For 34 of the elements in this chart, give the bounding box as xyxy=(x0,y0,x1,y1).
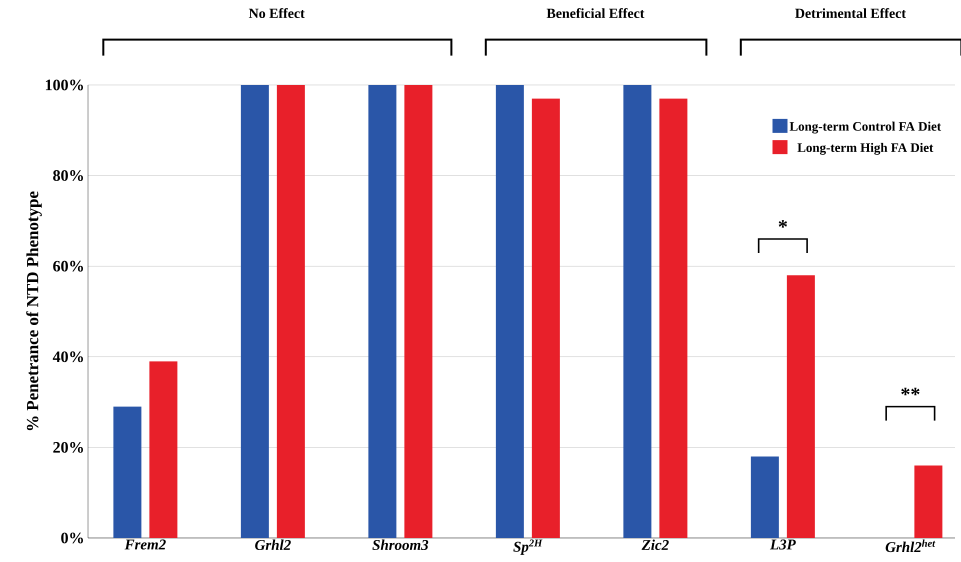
x-tick-label: Sp$^{2H}$ xyxy=(513,540,542,555)
x-tick-label: Frem2 xyxy=(124,540,166,550)
y-tick-label: 20% xyxy=(53,442,83,453)
bar xyxy=(368,84,396,538)
bar xyxy=(276,84,305,538)
bar xyxy=(786,275,815,538)
y-tick-label: 60% xyxy=(53,260,83,272)
bar xyxy=(914,466,942,538)
bar xyxy=(623,84,652,538)
y-tick-label: 0% xyxy=(61,532,83,544)
x-tick-label: Shroom3 xyxy=(372,540,428,550)
text: No Effect xyxy=(248,8,305,18)
bar xyxy=(113,406,142,538)
x-tick-label: L3P xyxy=(770,540,796,550)
bar xyxy=(496,84,524,538)
text: Beneficial Effect xyxy=(546,8,644,18)
y-tick-label: 40% xyxy=(52,351,83,362)
bar xyxy=(532,98,560,538)
legend-label: Long-term High FA Diet xyxy=(798,142,934,155)
y-tick-label: 100% xyxy=(46,80,83,90)
annotation: * xyxy=(778,220,788,228)
annotation: ** xyxy=(901,388,920,396)
bar xyxy=(240,84,269,538)
bar xyxy=(750,456,779,538)
y-tick-label: 80% xyxy=(53,170,83,181)
x-tick-label: Grhl2 xyxy=(255,540,291,550)
bar xyxy=(659,98,688,538)
bar xyxy=(404,84,432,538)
bar xyxy=(149,361,178,538)
x-tick-label: Grhl2$^{het}$ xyxy=(886,540,936,552)
x-tick-label: Zic2 xyxy=(642,540,669,550)
legend-label: Long-term Control FA Diet xyxy=(790,122,942,134)
text: Detrimental Effect xyxy=(795,8,906,18)
y-axis-title: % Penetrance of NTD Phenotype xyxy=(26,192,42,430)
